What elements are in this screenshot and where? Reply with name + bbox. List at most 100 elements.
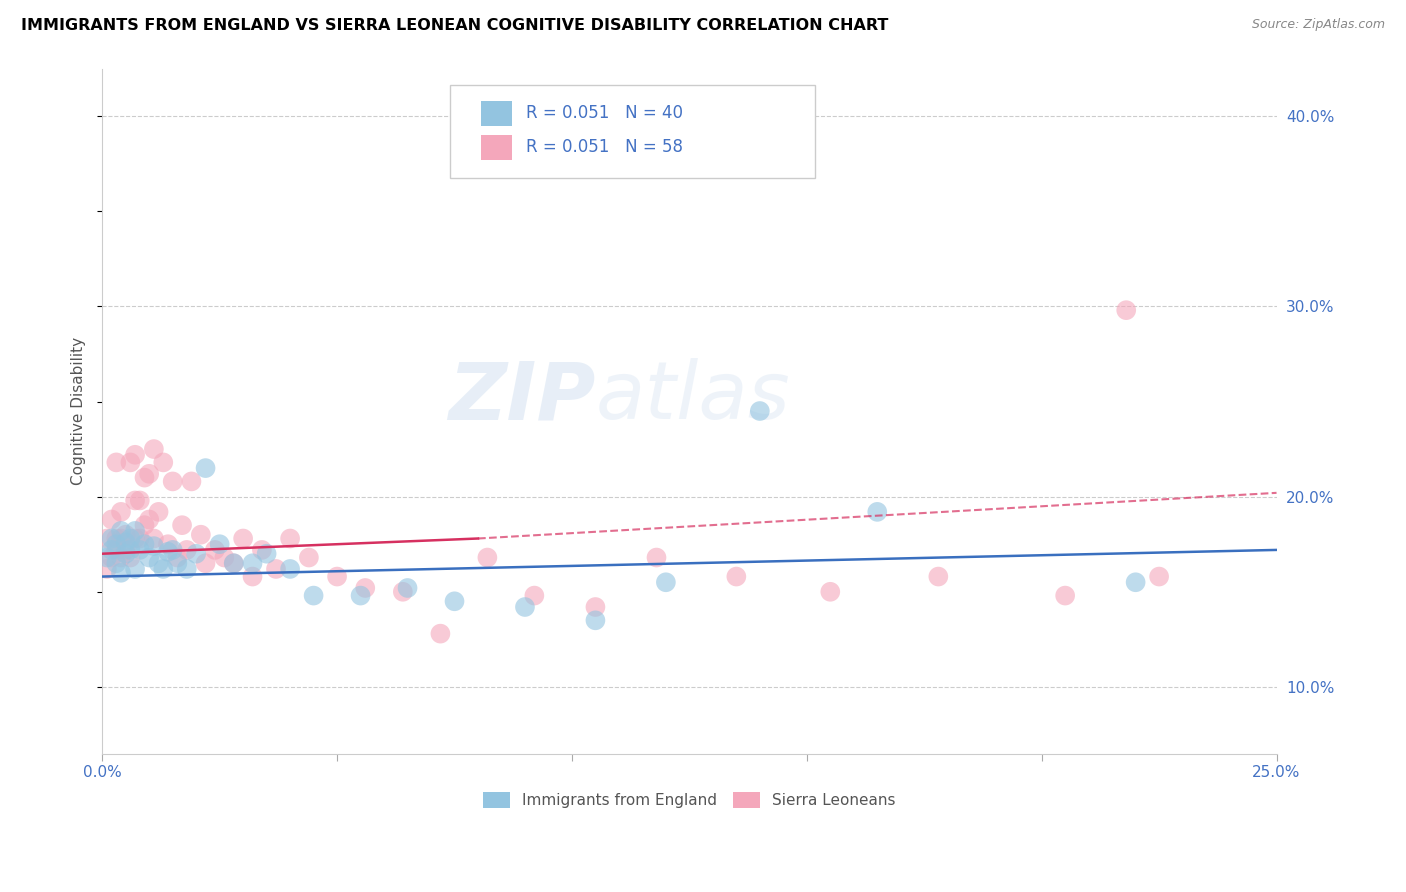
- Point: [110, 532, 132, 546]
- Point: [176, 562, 198, 576]
- Point: [134, 537, 156, 551]
- Point: [429, 626, 451, 640]
- Point: [114, 547, 136, 561]
- Point: [120, 532, 142, 546]
- Point: [927, 569, 949, 583]
- Point: [142, 532, 165, 546]
- Point: [186, 547, 208, 561]
- Point: [1115, 303, 1137, 318]
- Point: [583, 613, 606, 627]
- Point: [176, 543, 198, 558]
- Point: [583, 599, 606, 614]
- Point: [142, 442, 165, 456]
- Point: [134, 470, 156, 484]
- Point: [138, 550, 160, 565]
- Point: [142, 539, 165, 553]
- Point: [134, 518, 156, 533]
- Point: [152, 455, 174, 469]
- Point: [170, 518, 193, 533]
- Point: [222, 556, 245, 570]
- Point: [208, 537, 231, 551]
- Point: [242, 569, 264, 583]
- Point: [124, 532, 146, 546]
- Point: [120, 550, 142, 565]
- Point: [128, 493, 150, 508]
- Text: Source: ZipAtlas.com: Source: ZipAtlas.com: [1251, 18, 1385, 31]
- Text: R = 0.051   N = 58: R = 0.051 N = 58: [526, 138, 683, 156]
- Point: [120, 455, 142, 469]
- Point: [96, 532, 118, 546]
- Point: [250, 543, 273, 558]
- Point: [302, 589, 325, 603]
- Point: [214, 550, 236, 565]
- Point: [725, 569, 748, 583]
- Point: [278, 562, 301, 576]
- Point: [148, 556, 170, 570]
- Point: [152, 562, 174, 576]
- Point: [392, 584, 415, 599]
- Point: [264, 562, 287, 576]
- Point: [513, 599, 536, 614]
- Point: [349, 589, 371, 603]
- Point: [105, 532, 128, 546]
- Point: [128, 532, 150, 546]
- Point: [162, 475, 184, 489]
- Point: [162, 543, 184, 558]
- Point: [298, 550, 321, 565]
- Point: [156, 537, 179, 551]
- Point: [748, 404, 770, 418]
- Point: [100, 512, 122, 526]
- Point: [96, 562, 118, 576]
- Point: [232, 532, 254, 546]
- Point: [443, 594, 465, 608]
- Point: [166, 556, 188, 570]
- Point: [354, 581, 377, 595]
- Point: [114, 543, 136, 558]
- Point: [110, 566, 132, 580]
- Text: atlas: atlas: [595, 359, 790, 436]
- Point: [523, 589, 546, 603]
- Point: [128, 543, 150, 558]
- Point: [110, 505, 132, 519]
- Point: [96, 550, 118, 565]
- Point: [194, 461, 217, 475]
- Point: [124, 448, 146, 462]
- Point: [1147, 569, 1170, 583]
- Text: IMMIGRANTS FROM ENGLAND VS SIERRA LEONEAN COGNITIVE DISABILITY CORRELATION CHART: IMMIGRANTS FROM ENGLAND VS SIERRA LEONEA…: [21, 18, 889, 33]
- Point: [105, 556, 128, 570]
- Point: [120, 543, 142, 558]
- Point: [156, 545, 179, 559]
- Point: [396, 581, 419, 595]
- Point: [278, 532, 301, 546]
- Point: [138, 467, 160, 481]
- Point: [114, 527, 136, 541]
- Point: [105, 543, 128, 558]
- Point: [180, 475, 202, 489]
- Point: [1054, 589, 1077, 603]
- Point: [204, 543, 226, 558]
- Point: [866, 505, 889, 519]
- Point: [655, 575, 678, 590]
- Point: [242, 556, 264, 570]
- Point: [100, 543, 122, 558]
- Point: [110, 550, 132, 565]
- Point: [148, 505, 170, 519]
- Point: [105, 455, 128, 469]
- Text: ZIP: ZIP: [449, 359, 595, 436]
- Point: [190, 527, 212, 541]
- Point: [138, 512, 160, 526]
- Point: [820, 584, 842, 599]
- Point: [1125, 575, 1147, 590]
- Y-axis label: Cognitive Disability: Cognitive Disability: [72, 337, 86, 485]
- Point: [124, 493, 146, 508]
- Point: [100, 532, 122, 546]
- Legend: Immigrants from England, Sierra Leoneans: Immigrants from England, Sierra Leoneans: [477, 786, 903, 814]
- Point: [256, 547, 278, 561]
- Point: [110, 524, 132, 538]
- Text: R = 0.051   N = 40: R = 0.051 N = 40: [526, 104, 683, 122]
- Point: [645, 550, 668, 565]
- Point: [114, 535, 136, 549]
- Point: [124, 562, 146, 576]
- Point: [100, 550, 122, 565]
- Point: [124, 524, 146, 538]
